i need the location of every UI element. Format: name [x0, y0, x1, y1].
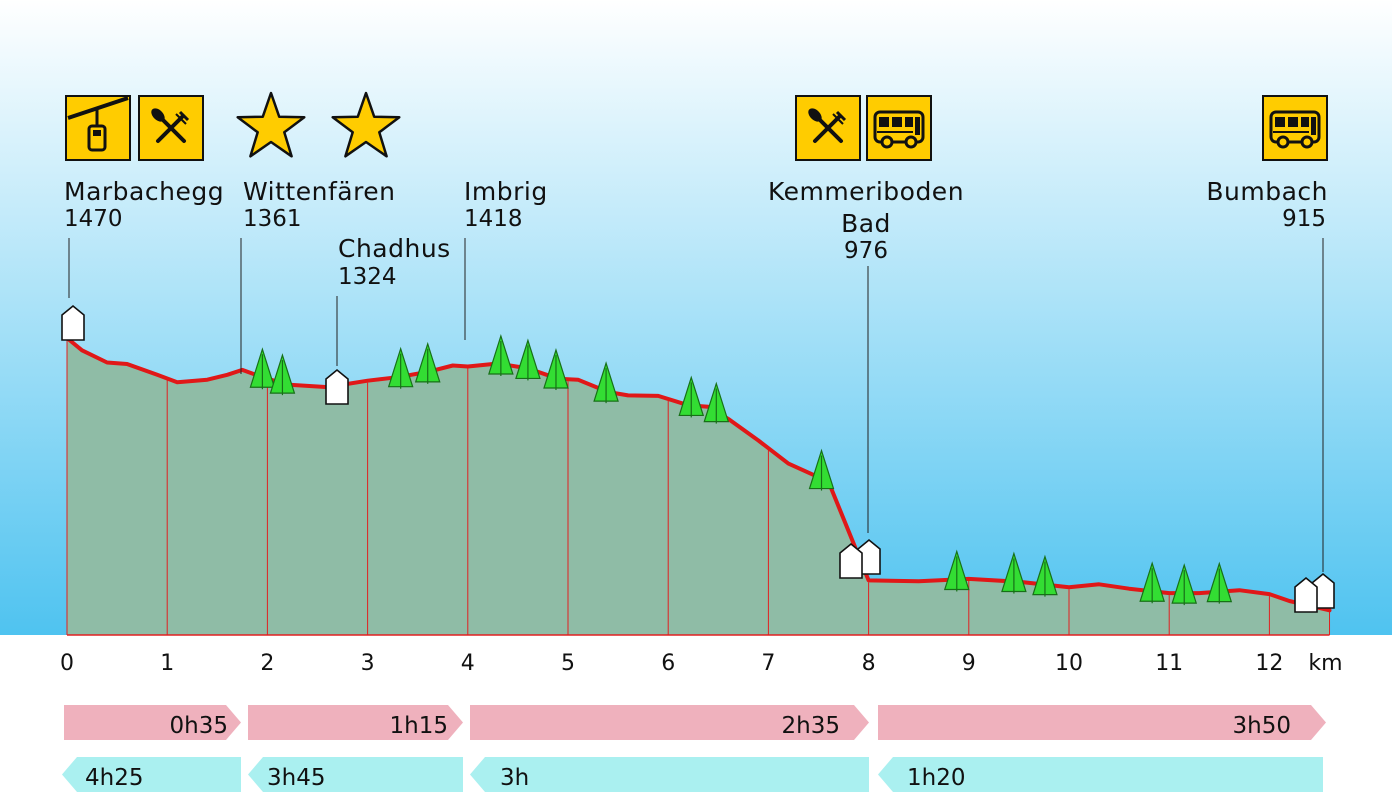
waypoint-name: Wittenfären — [243, 177, 396, 206]
x-tick-label: 12 — [1255, 651, 1283, 676]
house-icon — [325, 368, 349, 405]
waypoint-altitude: 1324 — [338, 264, 397, 290]
forward-time-label: 1h15 — [390, 713, 448, 739]
bus-icon — [1262, 95, 1328, 161]
waypoint-altitude: 1361 — [243, 206, 302, 232]
x-tick-label: 11 — [1155, 651, 1183, 676]
backward-time-arrow — [470, 757, 869, 792]
backward-time-label: 3h45 — [267, 765, 325, 791]
x-tick-label: 4 — [461, 651, 475, 676]
forward-time-arrow — [470, 705, 869, 740]
waypoint-altitude: 1470 — [64, 206, 123, 232]
bus-icon — [866, 95, 932, 161]
forward-time-label: 0h35 — [170, 713, 228, 739]
star-icon — [331, 91, 401, 158]
backward-time-arrow — [62, 757, 241, 792]
waypoint-name: Imbrig — [464, 177, 548, 206]
house-icon — [61, 304, 85, 341]
restaurant-icon — [795, 95, 861, 161]
forward-time-arrow — [64, 705, 241, 740]
cable-car-icon — [65, 95, 131, 161]
x-tick-label: 7 — [761, 651, 775, 676]
star-icon — [236, 91, 306, 158]
x-tick-label: 2 — [260, 651, 274, 676]
forward-time-arrow — [248, 705, 463, 740]
forward-time-label: 2h35 — [782, 713, 840, 739]
x-tick-label: 10 — [1055, 651, 1083, 676]
waypoint-name: Marbachegg — [64, 177, 224, 206]
x-tick-label: 0 — [60, 651, 74, 676]
x-tick-label: 3 — [361, 651, 375, 676]
house-icon — [839, 542, 863, 579]
waypoint-name: Chadhus — [338, 234, 451, 263]
forward-time-label: 3h50 — [1233, 713, 1291, 739]
x-tick-label: 9 — [962, 651, 976, 676]
waypoint-name-line2: Bad — [841, 209, 891, 238]
forward-time-arrow — [878, 705, 1326, 740]
waypoint-name: Kemmeriboden — [768, 177, 964, 206]
backward-time-arrow — [878, 757, 1323, 792]
x-tick-label: 8 — [862, 651, 876, 676]
terrain-area — [67, 338, 1330, 635]
x-tick-label: 5 — [561, 651, 575, 676]
backward-time-label: 3h — [500, 765, 529, 791]
waypoint-altitude: 976 — [844, 238, 888, 264]
backward-time-arrow — [248, 757, 463, 792]
x-tick-label: 6 — [661, 651, 675, 676]
waypoint-altitude: 1418 — [464, 206, 523, 232]
house-icon — [1294, 576, 1318, 613]
x-unit-label: km — [1308, 651, 1342, 676]
waypoint-altitude: 915 — [1282, 206, 1326, 232]
restaurant-icon — [138, 95, 204, 161]
backward-time-label: 1h20 — [907, 765, 965, 791]
waypoint-name: Bumbach — [1206, 177, 1328, 206]
x-tick-label: 1 — [160, 651, 174, 676]
backward-time-label: 4h25 — [85, 765, 143, 791]
